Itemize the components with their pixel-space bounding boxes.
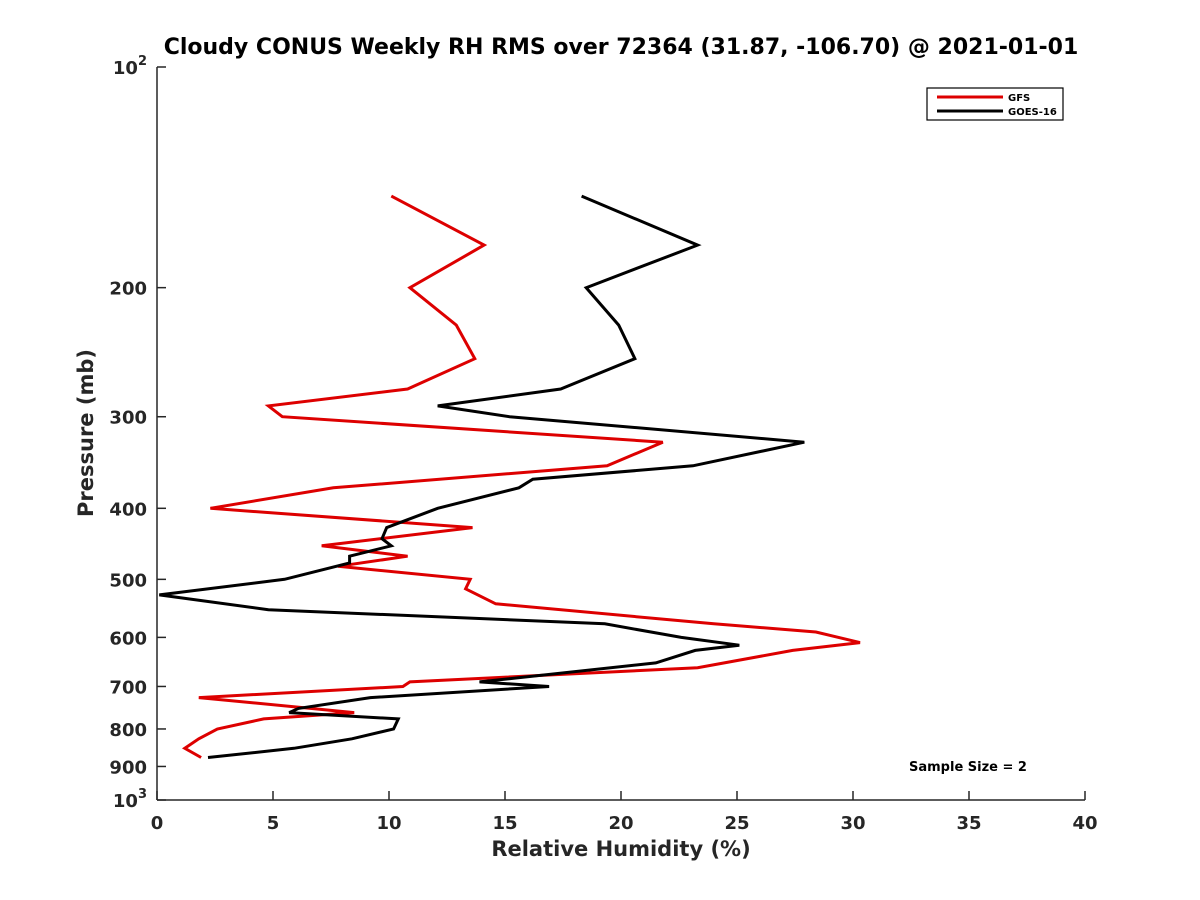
x-axis-label: Relative Humidity (%) xyxy=(491,837,750,861)
y-tick-label: 400 xyxy=(109,499,147,520)
sample-size-annotation: Sample Size = 2 xyxy=(909,760,1027,775)
x-tick-label: 5 xyxy=(267,813,280,834)
y-tick-label: 700 xyxy=(109,677,147,698)
y-tick-label: 900 xyxy=(109,757,147,778)
series-layer xyxy=(159,194,861,759)
y-tick-label: 600 xyxy=(109,628,147,649)
y-tick-label: 300 xyxy=(109,408,147,429)
y-tick-label: 103 xyxy=(113,787,147,812)
x-tick-label: 10 xyxy=(376,813,401,834)
y-tick-label: 800 xyxy=(109,720,147,741)
x-tick-label: 15 xyxy=(492,813,517,834)
axes-layer: 0 5 10 15 20 25 30 35 40 102 200 300 400 500 600 700 800… xyxy=(109,54,1097,834)
x-tick-label: 25 xyxy=(724,813,749,834)
y-tick-label: 500 xyxy=(109,570,147,591)
x-tick-label: 30 xyxy=(840,813,865,834)
legend-box xyxy=(926,87,1064,121)
legend: GFS GOES-16 xyxy=(926,87,1064,121)
legend-label-goes-16: GOES-16 xyxy=(1008,107,1057,118)
legend-label-gfs: GFS xyxy=(1008,93,1030,104)
y-tick-label: 102 xyxy=(113,54,147,79)
series-line-goes-16 xyxy=(159,194,805,759)
x-tick-label: 40 xyxy=(1072,813,1097,834)
x-tick-label: 0 xyxy=(151,813,164,834)
y-tick-label: 200 xyxy=(109,279,147,300)
x-tick-label: 20 xyxy=(608,813,633,834)
x-tick-label: 35 xyxy=(956,813,981,834)
chart-title: Cloudy CONUS Weekly RH RMS over 72364 (3… xyxy=(164,35,1079,60)
y-axis-label: Pressure (mb) xyxy=(74,349,98,517)
